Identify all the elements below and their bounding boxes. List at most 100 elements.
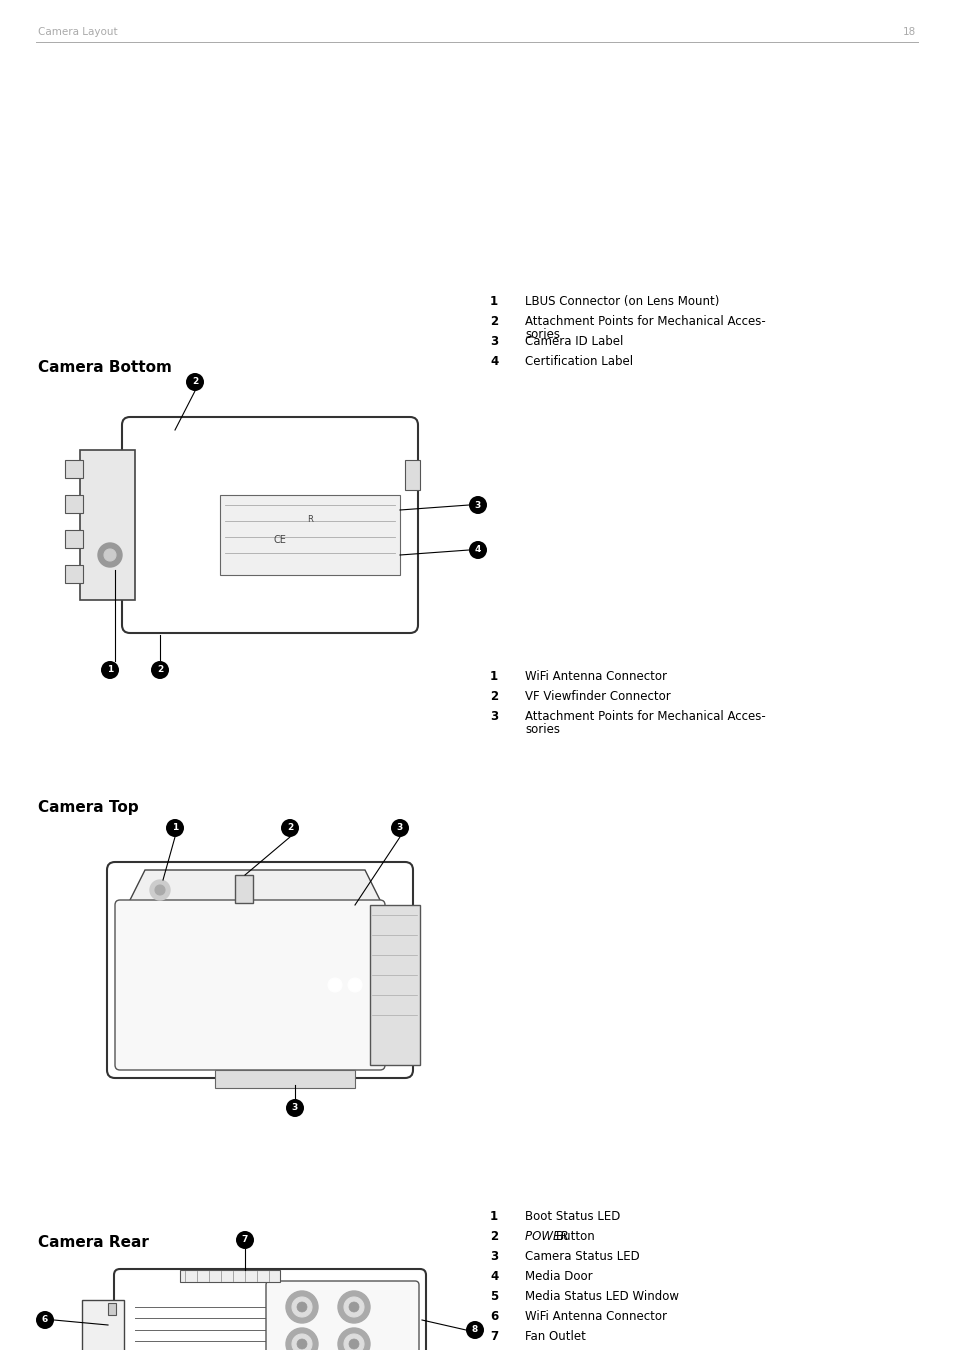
Circle shape (349, 1339, 358, 1349)
Circle shape (296, 1339, 307, 1349)
Text: Boot Status LED: Boot Status LED (524, 1210, 619, 1223)
Text: Camera Rear: Camera Rear (38, 1235, 149, 1250)
Text: POWER: POWER (524, 1230, 572, 1243)
Text: 6: 6 (42, 1315, 48, 1324)
Text: 6: 6 (490, 1310, 497, 1323)
Text: 1: 1 (490, 296, 497, 308)
Text: Camera Layout: Camera Layout (38, 27, 117, 36)
Text: R: R (307, 516, 313, 525)
Text: 2: 2 (490, 315, 497, 328)
Circle shape (286, 1099, 304, 1116)
Circle shape (98, 543, 122, 567)
Bar (370, 904, 419, 1065)
Circle shape (101, 662, 119, 679)
Bar (108, 1303, 116, 1315)
Circle shape (281, 819, 298, 837)
Text: 4: 4 (490, 355, 497, 369)
Circle shape (349, 1301, 358, 1312)
Text: 3: 3 (396, 824, 403, 833)
Text: Camera ID Label: Camera ID Label (524, 335, 622, 348)
Text: VF Viewfinder Connector: VF Viewfinder Connector (524, 690, 670, 703)
Text: 3: 3 (490, 1250, 497, 1264)
Bar (65, 495, 83, 513)
Text: 3: 3 (490, 710, 497, 724)
Text: 3: 3 (292, 1103, 297, 1112)
Circle shape (296, 1301, 307, 1312)
Circle shape (150, 880, 170, 900)
Text: sories: sories (524, 724, 559, 736)
Circle shape (469, 541, 486, 559)
Circle shape (148, 433, 162, 447)
Text: Attachment Points for Mechanical Acces-: Attachment Points for Mechanical Acces- (524, 315, 765, 328)
Circle shape (36, 1311, 54, 1328)
Circle shape (344, 1334, 364, 1350)
Text: 2: 2 (490, 1230, 497, 1243)
FancyBboxPatch shape (122, 417, 417, 633)
Circle shape (465, 1322, 483, 1339)
Bar (405, 460, 419, 490)
Text: 5: 5 (490, 1291, 497, 1303)
Circle shape (348, 977, 361, 992)
Text: Attachment Points for Mechanical Acces-: Attachment Points for Mechanical Acces- (524, 710, 765, 724)
FancyBboxPatch shape (107, 863, 413, 1079)
Text: LBUS Connector (on Lens Mount): LBUS Connector (on Lens Mount) (524, 296, 719, 308)
Text: sories: sories (524, 328, 559, 342)
Text: WiFi Antenna Connector: WiFi Antenna Connector (524, 1310, 666, 1323)
Text: 1: 1 (172, 824, 178, 833)
Circle shape (469, 495, 486, 514)
Text: 3: 3 (475, 501, 480, 509)
Circle shape (166, 819, 184, 837)
Circle shape (337, 1328, 370, 1350)
FancyBboxPatch shape (115, 900, 385, 1071)
Circle shape (183, 433, 196, 447)
Circle shape (235, 1231, 253, 1249)
Text: WiFi Antenna Connector: WiFi Antenna Connector (524, 670, 666, 683)
Circle shape (286, 1291, 317, 1323)
Circle shape (154, 886, 165, 895)
Text: 1: 1 (107, 666, 113, 675)
Polygon shape (125, 869, 385, 910)
Circle shape (391, 819, 409, 837)
Circle shape (292, 1334, 312, 1350)
Circle shape (104, 549, 116, 562)
Text: Camera Status LED: Camera Status LED (524, 1250, 639, 1264)
Circle shape (186, 373, 204, 391)
Text: Camera Top: Camera Top (38, 801, 138, 815)
Circle shape (154, 620, 165, 630)
Bar (65, 460, 83, 478)
Text: Camera Bottom: Camera Bottom (38, 360, 172, 375)
Circle shape (328, 977, 341, 992)
Text: Media Status LED Window: Media Status LED Window (524, 1291, 679, 1303)
Text: 1: 1 (490, 670, 497, 683)
Text: Certification Label: Certification Label (524, 355, 633, 369)
Bar (214, 1071, 355, 1088)
Text: Button: Button (556, 1230, 596, 1243)
Bar (80, 450, 135, 599)
Circle shape (337, 1291, 370, 1323)
Circle shape (135, 620, 145, 630)
Bar (180, 1270, 280, 1282)
Text: CE: CE (274, 535, 286, 545)
Text: 18: 18 (902, 27, 915, 36)
Text: 2: 2 (490, 690, 497, 703)
Text: 8: 8 (472, 1326, 477, 1335)
Text: 7: 7 (241, 1235, 248, 1245)
Bar (65, 566, 83, 583)
Circle shape (344, 1297, 364, 1318)
Text: 4: 4 (475, 545, 480, 555)
Bar (234, 875, 253, 903)
Text: Media Door: Media Door (524, 1270, 592, 1282)
FancyBboxPatch shape (266, 1281, 418, 1350)
Text: 2: 2 (156, 666, 163, 675)
Text: 4: 4 (490, 1270, 497, 1282)
Text: 1: 1 (490, 1210, 497, 1223)
Circle shape (151, 662, 169, 679)
Bar (220, 495, 399, 575)
Circle shape (292, 1297, 312, 1318)
FancyBboxPatch shape (113, 1269, 426, 1350)
Text: 2: 2 (287, 824, 293, 833)
Circle shape (286, 1328, 317, 1350)
Text: 7: 7 (490, 1330, 497, 1343)
Text: 3: 3 (490, 335, 497, 348)
Text: Fan Outlet: Fan Outlet (524, 1330, 585, 1343)
